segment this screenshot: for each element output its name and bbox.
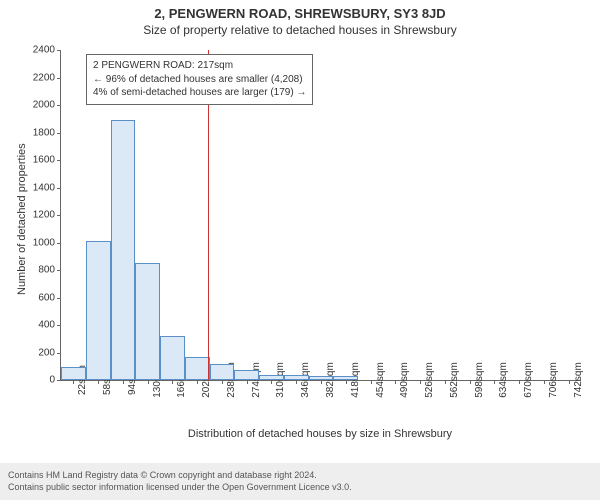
y-tick-mark: [57, 133, 61, 134]
x-tick-label: 418sqm: [346, 362, 361, 398]
y-tick-mark: [57, 380, 61, 381]
x-tick-mark: [98, 380, 99, 384]
footer-attribution: Contains HM Land Registry data © Crown c…: [0, 463, 600, 500]
x-tick-mark: [371, 380, 372, 384]
histogram-bar: [234, 370, 259, 380]
x-tick-mark: [197, 380, 198, 384]
x-tick-mark: [148, 380, 149, 384]
histogram-bar: [309, 376, 334, 380]
x-tick-label: 742sqm: [569, 362, 584, 398]
y-tick-mark: [57, 105, 61, 106]
x-tick-label: 346sqm: [296, 362, 311, 398]
y-tick-mark: [57, 188, 61, 189]
annotation-line: 4% of semi-detached houses are larger (1…: [93, 86, 306, 100]
chart-container: { "suptitle": "2, PENGWERN ROAD, SHREWSB…: [0, 0, 600, 500]
page-suptitle: 2, PENGWERN ROAD, SHREWSBURY, SY3 8JD: [0, 0, 600, 21]
histogram-bar: [86, 241, 111, 380]
x-tick-label: 382sqm: [321, 362, 336, 398]
x-tick-mark: [494, 380, 495, 384]
y-axis-label: Number of detached properties: [16, 143, 28, 295]
y-tick-mark: [57, 160, 61, 161]
x-tick-mark: [73, 380, 74, 384]
page-subtitle: Size of property relative to detached ho…: [0, 21, 600, 41]
y-tick-mark: [57, 298, 61, 299]
x-tick-label: 634sqm: [494, 362, 509, 398]
x-tick-label: 562sqm: [445, 362, 460, 398]
x-tick-mark: [346, 380, 347, 384]
x-tick-label: 454sqm: [371, 362, 386, 398]
histogram-bar: [61, 367, 86, 380]
y-tick-mark: [57, 270, 61, 271]
x-tick-mark: [445, 380, 446, 384]
x-tick-mark: [123, 380, 124, 384]
histogram-bar: [135, 263, 160, 380]
histogram-bar: [160, 336, 185, 380]
y-tick-mark: [57, 78, 61, 79]
annotation-box: 2 PENGWERN ROAD: 217sqm ← 96% of detache…: [86, 54, 313, 105]
x-tick-mark: [321, 380, 322, 384]
x-tick-label: 274sqm: [247, 362, 262, 398]
x-tick-label: 310sqm: [271, 362, 286, 398]
x-tick-mark: [222, 380, 223, 384]
x-tick-label: 526sqm: [420, 362, 435, 398]
x-tick-mark: [271, 380, 272, 384]
x-tick-mark: [519, 380, 520, 384]
x-tick-mark: [544, 380, 545, 384]
x-tick-mark: [296, 380, 297, 384]
histogram-bar: [259, 375, 284, 381]
y-tick-mark: [57, 215, 61, 216]
histogram-bar: [284, 375, 309, 380]
x-tick-label: 490sqm: [395, 362, 410, 398]
histogram-bar: [185, 357, 210, 380]
x-axis-label: Distribution of detached houses by size …: [60, 428, 580, 440]
y-tick-mark: [57, 243, 61, 244]
annotation-line: ← 96% of detached houses are smaller (4,…: [93, 73, 306, 87]
footer-line: Contains HM Land Registry data © Crown c…: [8, 469, 592, 482]
x-tick-mark: [569, 380, 570, 384]
y-tick-mark: [57, 325, 61, 326]
footer-line: Contains public sector information licen…: [8, 481, 592, 494]
x-tick-label: 706sqm: [544, 362, 559, 398]
annotation-line: 2 PENGWERN ROAD: 217sqm: [93, 59, 306, 73]
histogram-bar: [111, 120, 136, 380]
x-tick-mark: [172, 380, 173, 384]
x-tick-mark: [470, 380, 471, 384]
histogram-bar: [210, 364, 235, 381]
x-tick-mark: [395, 380, 396, 384]
y-tick-mark: [57, 50, 61, 51]
x-tick-mark: [420, 380, 421, 384]
x-tick-mark: [247, 380, 248, 384]
histogram-bar: [333, 376, 358, 380]
x-tick-label: 670sqm: [519, 362, 534, 398]
y-tick-mark: [57, 353, 61, 354]
x-tick-label: 598sqm: [470, 362, 485, 398]
